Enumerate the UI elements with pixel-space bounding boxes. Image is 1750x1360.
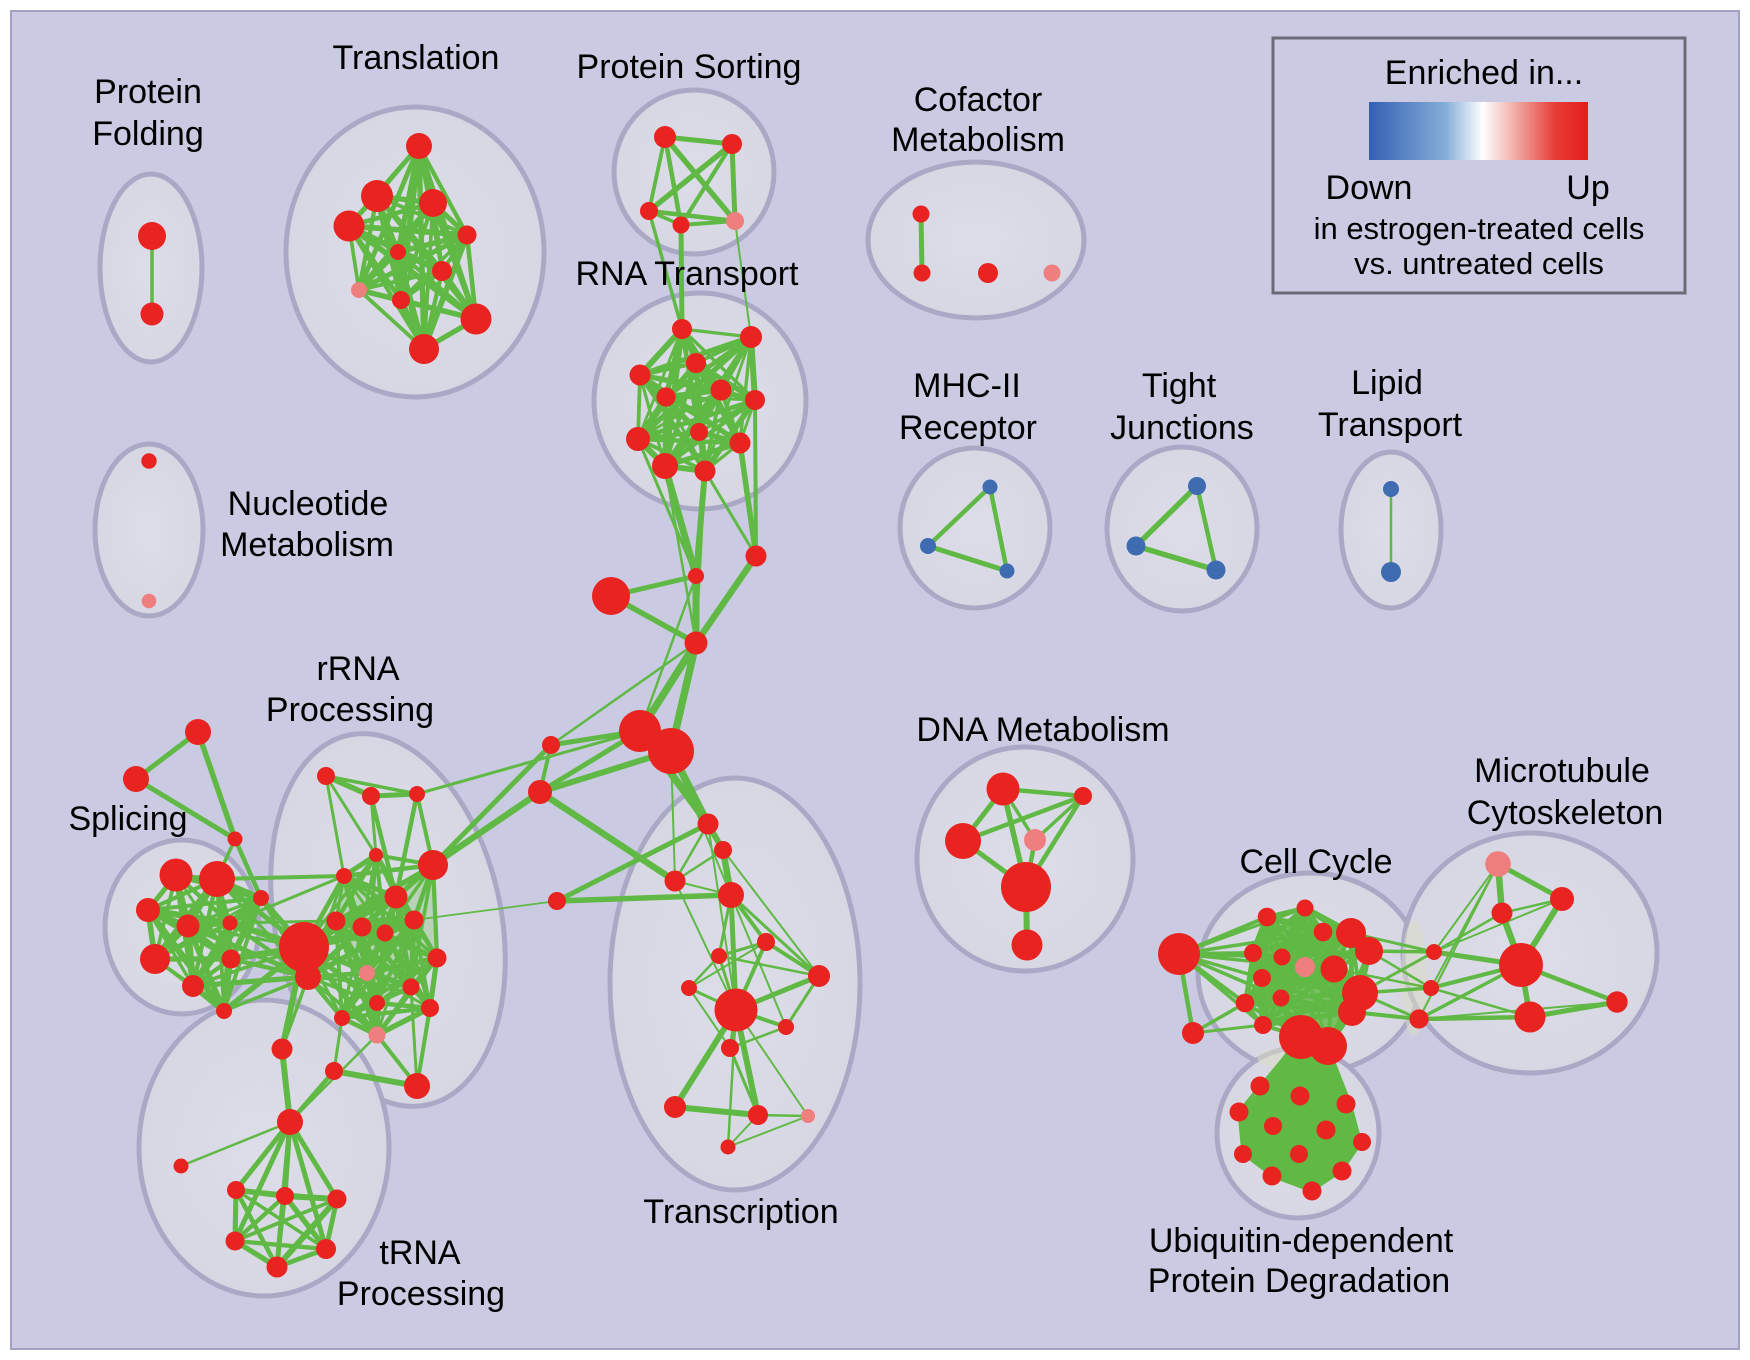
svg-text:tRNA: tRNA bbox=[379, 1234, 461, 1272]
svg-text:in estrogen-treated cells: in estrogen-treated cells bbox=[1314, 211, 1645, 246]
svg-text:Folding: Folding bbox=[92, 115, 204, 153]
svg-text:Cofactor: Cofactor bbox=[914, 81, 1043, 119]
svg-text:Transcription: Transcription bbox=[643, 1193, 838, 1231]
svg-text:Cytoskeleton: Cytoskeleton bbox=[1467, 794, 1664, 832]
svg-text:Up: Up bbox=[1566, 169, 1609, 207]
svg-text:Receptor: Receptor bbox=[899, 409, 1037, 447]
svg-text:Junctions: Junctions bbox=[1110, 409, 1254, 447]
svg-text:Nucleotide: Nucleotide bbox=[228, 485, 389, 523]
svg-text:Enriched in...: Enriched in... bbox=[1385, 54, 1583, 92]
svg-text:Ubiquitin-dependent: Ubiquitin-dependent bbox=[1149, 1222, 1454, 1260]
svg-text:Protein: Protein bbox=[94, 73, 202, 111]
svg-text:Translation: Translation bbox=[333, 39, 500, 77]
svg-text:vs. untreated cells: vs. untreated cells bbox=[1354, 246, 1604, 281]
svg-text:Tight: Tight bbox=[1142, 367, 1217, 405]
svg-text:Protein Degradation: Protein Degradation bbox=[1148, 1262, 1450, 1300]
svg-text:Splicing: Splicing bbox=[68, 800, 187, 838]
svg-text:Protein Sorting: Protein Sorting bbox=[577, 48, 802, 86]
svg-text:DNA Metabolism: DNA Metabolism bbox=[916, 711, 1169, 749]
svg-text:Processing: Processing bbox=[266, 691, 434, 729]
svg-text:MHC-II: MHC-II bbox=[913, 367, 1021, 405]
svg-text:Transport: Transport bbox=[1318, 406, 1463, 444]
svg-text:rRNA: rRNA bbox=[316, 650, 399, 688]
svg-text:Metabolism: Metabolism bbox=[891, 121, 1065, 159]
svg-text:Lipid: Lipid bbox=[1351, 364, 1423, 402]
svg-text:Processing: Processing bbox=[337, 1275, 505, 1313]
svg-text:Cell Cycle: Cell Cycle bbox=[1239, 843, 1392, 881]
svg-text:RNA Transport: RNA Transport bbox=[576, 255, 800, 293]
svg-text:Metabolism: Metabolism bbox=[220, 526, 394, 564]
svg-text:Microtubule: Microtubule bbox=[1474, 752, 1650, 790]
svg-text:Down: Down bbox=[1326, 169, 1413, 207]
